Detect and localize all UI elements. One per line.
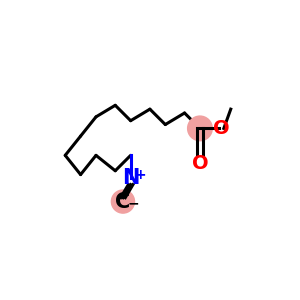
Text: N: N xyxy=(122,169,139,188)
Text: C: C xyxy=(115,192,130,212)
Text: −: − xyxy=(127,196,139,210)
Text: O: O xyxy=(213,119,230,138)
Circle shape xyxy=(188,116,212,141)
Text: +: + xyxy=(135,168,146,182)
Circle shape xyxy=(111,190,134,213)
Text: O: O xyxy=(192,154,208,172)
